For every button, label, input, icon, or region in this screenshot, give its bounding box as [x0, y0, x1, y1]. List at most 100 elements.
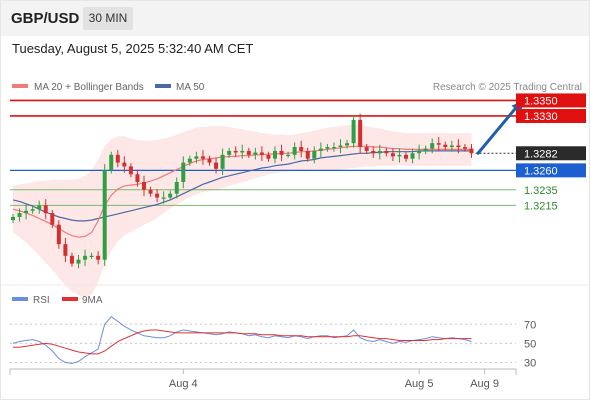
- candle-body: [377, 150, 382, 154]
- time-tick-label-0: Aug 4: [169, 378, 198, 390]
- candle-body: [443, 144, 448, 148]
- level-label-box-3: [516, 163, 586, 178]
- candle-body: [135, 174, 140, 183]
- bollinger-band-fill: [13, 124, 472, 297]
- rsi-legend-swatch: [12, 297, 28, 301]
- level-label-box-0: [516, 93, 586, 108]
- ma50-legend-swatch: [155, 84, 171, 88]
- candle-body: [384, 150, 389, 154]
- ma20-legend-label: MA 20 + Bollinger Bands: [34, 82, 144, 93]
- forecast-arrow: [476, 100, 524, 155]
- rsi-legend-label: RSI: [33, 295, 50, 306]
- level-label-1: 1.3330: [524, 111, 558, 123]
- research-credit: Research © 2025 Trading Central: [433, 82, 582, 93]
- candle-body: [11, 216, 15, 221]
- candle-body: [279, 150, 284, 155]
- candle-body: [161, 197, 166, 199]
- top-bar: GBP/USD 30 MIN: [0, 0, 590, 36]
- candle-body: [299, 147, 304, 151]
- candle-body: [214, 162, 219, 169]
- level-label-box-1: [516, 108, 586, 123]
- candle-body: [155, 193, 160, 198]
- rsi-tick-label-50: 50: [524, 338, 536, 350]
- level-label-box-2: [516, 146, 586, 161]
- candle-body: [449, 145, 454, 148]
- candle-body: [220, 154, 225, 169]
- candle-body: [358, 119, 363, 148]
- symbol-label: GBP/USD: [11, 10, 80, 27]
- time-tick-label-2: Aug 9: [470, 378, 499, 390]
- candle-body: [436, 143, 441, 145]
- candle-body: [76, 259, 81, 264]
- candle-body: [325, 147, 330, 149]
- candle-body: [181, 162, 186, 183]
- ma50-line: [12, 150, 472, 222]
- candle-body: [246, 150, 251, 155]
- candle-body: [273, 150, 277, 159]
- candle-body: [351, 119, 356, 144]
- candle-body: [404, 154, 408, 159]
- candle-body: [142, 182, 146, 190]
- candle-body: [423, 148, 428, 151]
- candle-body: [390, 153, 395, 157]
- candle-body: [338, 145, 343, 148]
- candle-body: [96, 255, 101, 260]
- candle-body: [286, 154, 291, 157]
- candle-body: [194, 156, 199, 159]
- rsi-legend: RSI 9MA: [12, 295, 103, 306]
- candles: [11, 113, 474, 269]
- rsi-ma9-line: [13, 329, 472, 355]
- candle-body: [469, 148, 474, 154]
- rsi-pane: 70 50 30: [10, 316, 536, 369]
- candle-body: [233, 150, 238, 153]
- candle-body: [56, 224, 61, 245]
- level-labels: 1.3350 1.3330 1.3282 1.3260 1.3235 1.3215: [516, 93, 586, 212]
- candle-body: [312, 150, 317, 159]
- candle-body: [122, 162, 127, 167]
- candle-body: [24, 210, 29, 214]
- candle-body: [345, 143, 350, 146]
- candle-body: [266, 154, 271, 159]
- candle-body: [227, 150, 232, 155]
- candle-body: [430, 143, 435, 149]
- candle-body: [128, 166, 133, 175]
- candle-body: [259, 152, 264, 155]
- candle-body: [240, 150, 245, 153]
- candle-body: [109, 154, 114, 171]
- timestamp: Tuesday, August 5, 2025 5:32:40 AM CET: [12, 41, 254, 56]
- ma9-legend-label: 9MA: [82, 295, 103, 306]
- candle-body: [89, 255, 94, 258]
- time-tick-label-1: Aug 5: [405, 378, 434, 390]
- candle-body: [397, 154, 402, 157]
- rsi-tick-label-30: 30: [524, 357, 536, 369]
- time-axis: Aug 4 Aug 5 Aug 9: [169, 369, 499, 390]
- candle-body: [63, 244, 68, 256]
- candle-body: [207, 158, 212, 163]
- bollinger-bands: [13, 124, 472, 297]
- level-label-5: 1.3215: [524, 200, 558, 212]
- level-label-0: 1.3350: [524, 95, 558, 107]
- candle-body: [148, 189, 153, 194]
- price-levels: [10, 99, 516, 206]
- candle-body: [456, 145, 461, 148]
- candle-body: [371, 150, 376, 154]
- ma50-legend-label: MA 50: [176, 82, 205, 93]
- ma9-legend-swatch: [62, 297, 78, 301]
- candle-body: [331, 147, 336, 149]
- candle-body: [168, 193, 173, 198]
- level-label-2: 1.3282: [524, 148, 558, 160]
- candle-body: [174, 182, 179, 194]
- level-label-4: 1.3235: [524, 185, 558, 197]
- timeframe-button[interactable]: 30 MIN: [83, 7, 133, 30]
- level-label-3: 1.3260: [524, 165, 558, 177]
- candle-body: [318, 148, 323, 151]
- candle-body: [462, 147, 467, 149]
- candle-body: [83, 255, 88, 260]
- candle-body: [187, 158, 192, 163]
- ma20-legend-swatch: [12, 84, 28, 88]
- candle-body: [30, 209, 35, 211]
- candle-body: [305, 150, 310, 159]
- rsi-tick-label-70: 70: [524, 319, 536, 331]
- candle-body: [17, 213, 22, 217]
- candle-body: [69, 255, 74, 264]
